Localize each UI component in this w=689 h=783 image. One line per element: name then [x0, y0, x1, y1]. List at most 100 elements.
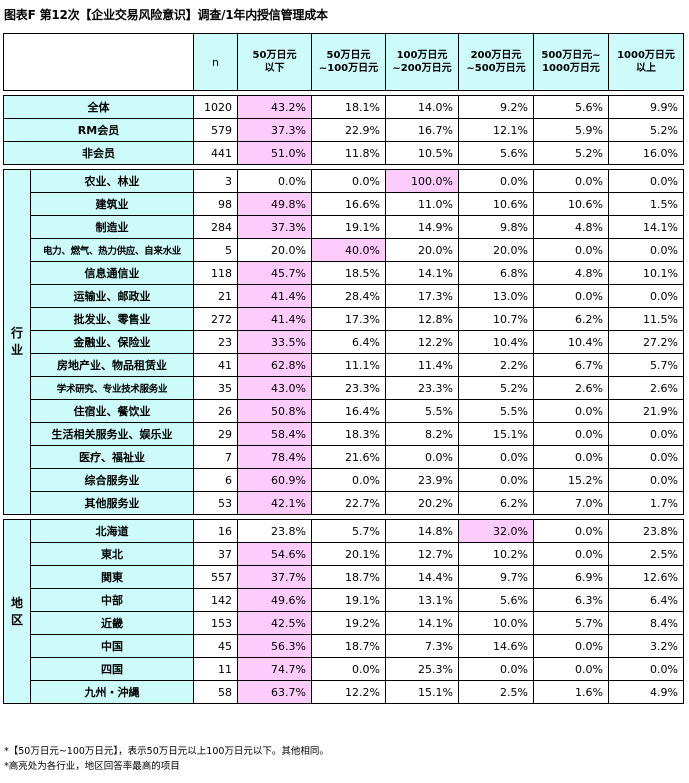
value-cell: 20.2% — [385, 491, 459, 515]
row-label: 制造业 — [30, 215, 194, 239]
value-cell: 5.2% — [608, 118, 684, 142]
value-cell: 20.0% — [385, 238, 459, 262]
row-label: 建筑业 — [30, 192, 194, 216]
value-cell: 41.4% — [237, 307, 312, 331]
value-cell: 37.3% — [237, 215, 312, 239]
value-cell: 0.0% — [458, 657, 534, 681]
value-cell: 0.0% — [608, 445, 684, 469]
value-cell: 0.0% — [533, 238, 609, 262]
count-cell: 557 — [193, 565, 238, 589]
value-cell: 6.3% — [533, 588, 609, 612]
value-cell: 41.4% — [237, 284, 312, 308]
column-header: 500万日元~ 1000万日元 — [533, 33, 609, 91]
row-label: 运输业、邮政业 — [30, 284, 194, 308]
value-cell: 2.2% — [458, 353, 534, 377]
header-n: n — [193, 33, 238, 91]
value-cell: 16.0% — [608, 141, 684, 165]
group-label-text: 行业 — [10, 326, 23, 357]
count-cell: 21 — [193, 284, 238, 308]
value-cell: 5.7% — [608, 353, 684, 377]
value-cell: 14.4% — [385, 565, 459, 589]
table-row: 建筑业 98 49.8% 16.6% 11.0% 10.6% 10.6% 1.5% — [4, 192, 684, 216]
value-cell: 5.7% — [311, 519, 386, 543]
count-cell: 284 — [193, 215, 238, 239]
count-cell: 7 — [193, 445, 238, 469]
count-cell: 16 — [193, 519, 238, 543]
value-cell: 0.0% — [311, 657, 386, 681]
value-cell: 6.8% — [458, 261, 534, 285]
value-cell: 16.4% — [311, 399, 386, 423]
table-row: 电力、燃气、热力供应、自来水业 5 20.0% 40.0% 20.0% 20.0% 0.0%… — [4, 238, 684, 262]
value-cell: 20.0% — [237, 238, 312, 262]
column-header: 100万日元 ~200万日元 — [385, 33, 459, 91]
group-label: 行业 — [3, 169, 31, 515]
value-cell: 1.5% — [608, 192, 684, 216]
column-header: 50万日元 以下 — [237, 33, 312, 91]
count-cell: 579 — [193, 118, 238, 142]
table-row: 住宿业、餐饮业 26 50.8% 16.4% 5.5% 5.5% 0.0% 21.9% — [4, 399, 684, 423]
header-blank — [3, 33, 194, 91]
value-cell: 40.0% — [311, 238, 386, 262]
table-row: 近畿 153 42.5% 19.2% 14.1% 10.0% 5.7% 8.4% — [4, 611, 684, 635]
row-label: 生活相关服务业、娱乐业 — [30, 422, 194, 446]
value-cell: 42.1% — [237, 491, 312, 515]
value-cell: 11.8% — [311, 141, 386, 165]
count-cell: 1020 — [193, 95, 238, 119]
row-label: 学术研究、专业技术服务业 — [30, 376, 194, 400]
value-cell: 6.4% — [311, 330, 386, 354]
row-label: 非会员 — [3, 141, 194, 165]
value-cell: 9.8% — [458, 215, 534, 239]
table-row: 综合服务业 6 60.9% 0.0% 23.9% 0.0% 15.2% 0.0% — [4, 468, 684, 492]
row-label: 東北 — [30, 542, 194, 566]
value-cell: 56.3% — [237, 634, 312, 658]
value-cell: 0.0% — [385, 445, 459, 469]
value-cell: 14.1% — [385, 611, 459, 635]
table-row: 批发业、零售业 272 41.4% 17.3% 12.8% 10.7% 6.2% 11.5% — [4, 307, 684, 331]
value-cell: 11.0% — [385, 192, 459, 216]
value-cell: 14.9% — [385, 215, 459, 239]
row-label: 四国 — [30, 657, 194, 681]
value-cell: 49.6% — [237, 588, 312, 612]
table-row: RM会员 579 37.3% 22.9% 16.7% 12.1% 5.9% 5.2% — [3, 118, 684, 142]
value-cell: 9.2% — [458, 95, 534, 119]
value-cell: 12.2% — [311, 680, 386, 704]
value-cell: 2.6% — [533, 376, 609, 400]
value-cell: 37.7% — [237, 565, 312, 589]
value-cell: 100.0% — [385, 169, 459, 193]
value-cell: 0.0% — [608, 238, 684, 262]
value-cell: 22.7% — [311, 491, 386, 515]
row-label: 批发业、零售业 — [30, 307, 194, 331]
group-label: 地区 — [3, 519, 31, 704]
footnote-1: *【50万日元~100万日元】，表示50万日元以上100万日元以下。其他相同。 — [4, 746, 329, 757]
count-cell: 5 — [193, 238, 238, 262]
table-row: 运输业、邮政业 21 41.4% 28.4% 17.3% 13.0% 0.0% 0.0% — [4, 284, 684, 308]
value-cell: 37.3% — [237, 118, 312, 142]
value-cell: 0.0% — [533, 445, 609, 469]
value-cell: 0.0% — [237, 169, 312, 193]
spacer-row — [3, 164, 684, 170]
value-cell: 5.2% — [458, 376, 534, 400]
page-title: 图表F 第12次【企业交易风险意识】调查/1年内授信管理成本 — [4, 8, 328, 22]
value-cell: 6.2% — [458, 491, 534, 515]
column-header: 200万日元 ~500万日元 — [458, 33, 534, 91]
count-cell: 6 — [193, 468, 238, 492]
count-cell: 29 — [193, 422, 238, 446]
value-cell: 10.7% — [458, 307, 534, 331]
value-cell: 60.9% — [237, 468, 312, 492]
table-row: 其他服务业 53 42.1% 22.7% 20.2% 6.2% 7.0% 1.7% — [4, 491, 684, 515]
value-cell: 6.9% — [533, 565, 609, 589]
table-row: 学术研究、专业技术服务业 35 43.0% 23.3% 23.3% 5.2% 2.6% 2.6… — [4, 376, 684, 400]
value-cell: 45.7% — [237, 261, 312, 285]
count-cell: 26 — [193, 399, 238, 423]
value-cell: 10.6% — [458, 192, 534, 216]
value-cell: 42.5% — [237, 611, 312, 635]
value-cell: 5.9% — [533, 118, 609, 142]
value-cell: 17.3% — [385, 284, 459, 308]
row-label: 电力、燃气、热力供应、自来水业 — [30, 238, 194, 262]
value-cell: 0.0% — [458, 468, 534, 492]
count-cell: 441 — [193, 141, 238, 165]
count-cell: 11 — [193, 657, 238, 681]
row-label: 农业、林业 — [30, 169, 194, 193]
count-cell: 41 — [193, 353, 238, 377]
value-cell: 0.0% — [608, 284, 684, 308]
